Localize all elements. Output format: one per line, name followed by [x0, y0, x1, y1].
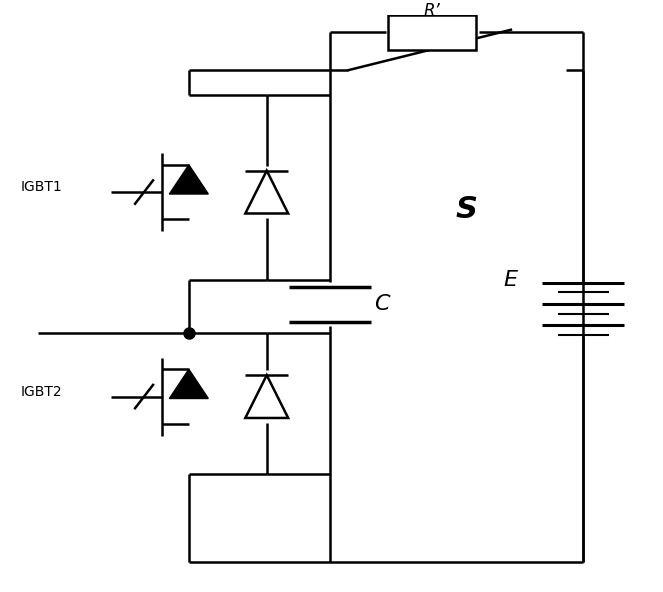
Text: C: C — [374, 294, 389, 314]
Text: E: E — [503, 270, 517, 289]
Text: S: S — [455, 195, 477, 224]
Bar — [389, 15, 476, 50]
Text: IGBT1: IGBT1 — [21, 180, 62, 194]
Polygon shape — [169, 369, 208, 398]
Text: R’: R’ — [424, 2, 441, 20]
Polygon shape — [169, 165, 208, 194]
Text: IGBT2: IGBT2 — [21, 385, 62, 398]
